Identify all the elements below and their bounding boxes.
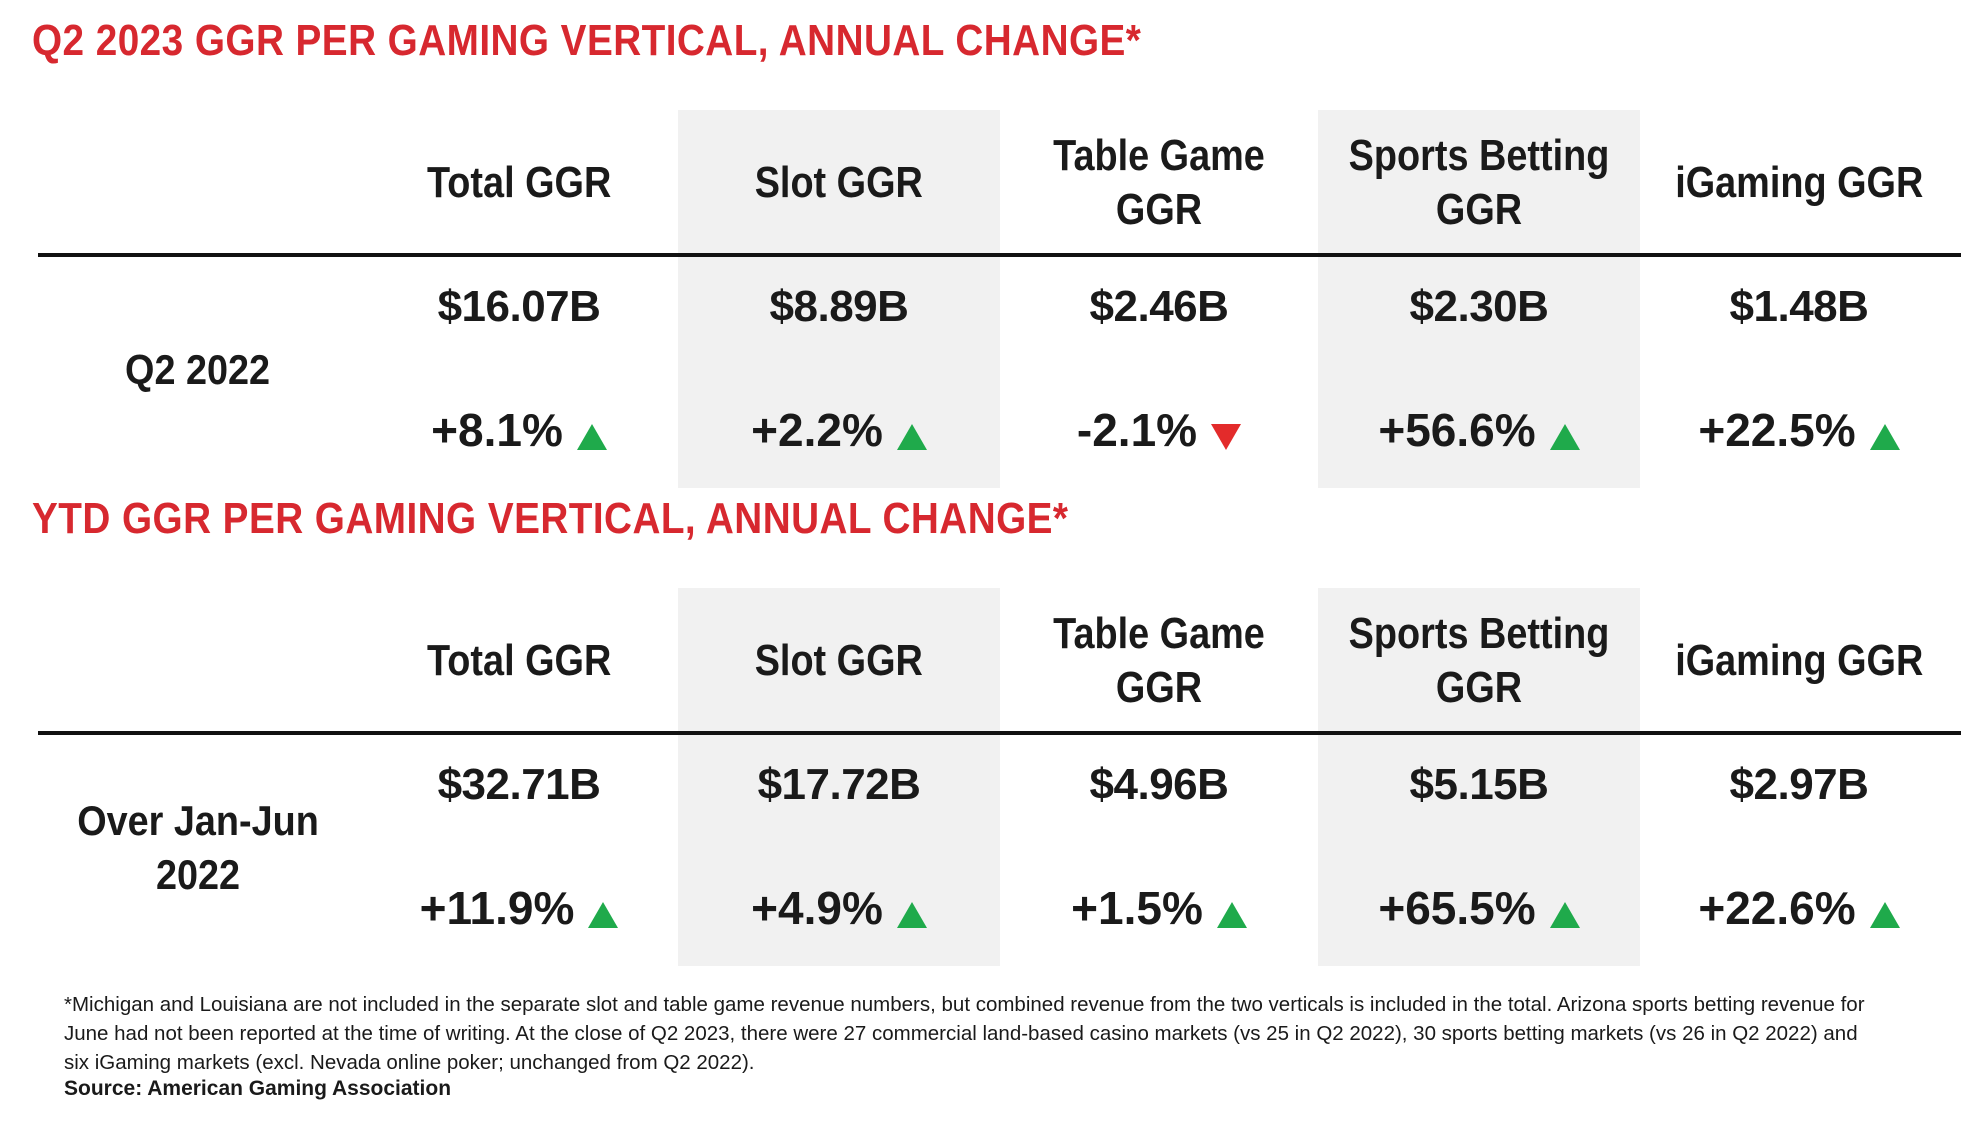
value-igaming: $2.97B: [1729, 760, 1869, 809]
shade-slot: [678, 588, 1000, 966]
change-total: +8.1%: [358, 403, 680, 461]
col-header-table-game: Table Game GGR: [1053, 130, 1265, 234]
row-label: Q2 2022: [125, 346, 271, 393]
footnote: *Michigan and Louisiana are not included…: [64, 993, 1865, 1074]
col-header-igaming: iGaming GGR: [1674, 157, 1924, 207]
col-header-slot: Slot GGR: [754, 635, 924, 685]
change-total: +11.9%: [358, 881, 680, 939]
change-table-game: +1.5%: [998, 881, 1320, 939]
col-header-table-game: Table Game GGR: [1053, 608, 1265, 712]
header-divider: [38, 731, 1961, 735]
arrow-up-icon: [1549, 885, 1580, 939]
change-sports-betting: +65.5%: [1318, 881, 1640, 939]
arrow-up-icon: [1549, 407, 1580, 461]
q2-section: Q2 2023 GGR PER GAMING VERTICAL, ANNUAL …: [0, 0, 1961, 488]
arrow-down-icon: [1211, 407, 1242, 461]
col-header-total: Total GGR: [426, 157, 612, 207]
ytd-title: YTD GGR PER GAMING VERTICAL, ANNUAL CHAN…: [32, 494, 1069, 543]
value-total: $32.71B: [437, 760, 601, 809]
value-sports-betting: $5.15B: [1409, 760, 1549, 809]
change-table-game: -2.1%: [998, 403, 1320, 461]
change-igaming: +22.5%: [1638, 403, 1960, 461]
value-table-game: $2.46B: [1089, 282, 1229, 331]
value-igaming: $1.48B: [1729, 282, 1869, 331]
col-header-sports-betting: Sports Betting GGR: [1348, 130, 1610, 234]
col-header-sports-betting: Sports Betting GGR: [1348, 608, 1610, 712]
row-label: Over Jan-Jun 2022: [77, 797, 319, 898]
arrow-up-icon: [896, 885, 927, 939]
arrow-up-icon: [1869, 885, 1900, 939]
shade-slot: [678, 110, 1000, 488]
arrow-up-icon: [1216, 885, 1247, 939]
change-slot: +2.2%: [678, 403, 1000, 461]
col-header-igaming: iGaming GGR: [1674, 635, 1924, 685]
col-header-total: Total GGR: [426, 635, 612, 685]
value-slot: $8.89B: [769, 282, 909, 331]
value-total: $16.07B: [437, 282, 601, 331]
change-sports-betting: +56.6%: [1318, 403, 1640, 461]
header-divider: [38, 253, 1961, 257]
arrow-up-icon: [896, 407, 927, 461]
col-header-slot: Slot GGR: [754, 157, 924, 207]
arrow-up-icon: [588, 885, 619, 939]
change-slot: +4.9%: [678, 881, 1000, 939]
shade-sports: [1318, 588, 1640, 966]
arrow-up-icon: [576, 407, 607, 461]
change-igaming: +22.6%: [1638, 881, 1960, 939]
q2-title: Q2 2023 GGR PER GAMING VERTICAL, ANNUAL …: [32, 16, 1142, 65]
value-table-game: $4.96B: [1089, 760, 1229, 809]
shade-sports: [1318, 110, 1640, 488]
source-credit: Source: American Gaming Association: [64, 1077, 452, 1100]
value-sports-betting: $2.30B: [1409, 282, 1549, 331]
arrow-up-icon: [1869, 407, 1900, 461]
value-slot: $17.72B: [757, 760, 921, 809]
ytd-section: YTD GGR PER GAMING VERTICAL, ANNUAL CHAN…: [0, 478, 1961, 966]
